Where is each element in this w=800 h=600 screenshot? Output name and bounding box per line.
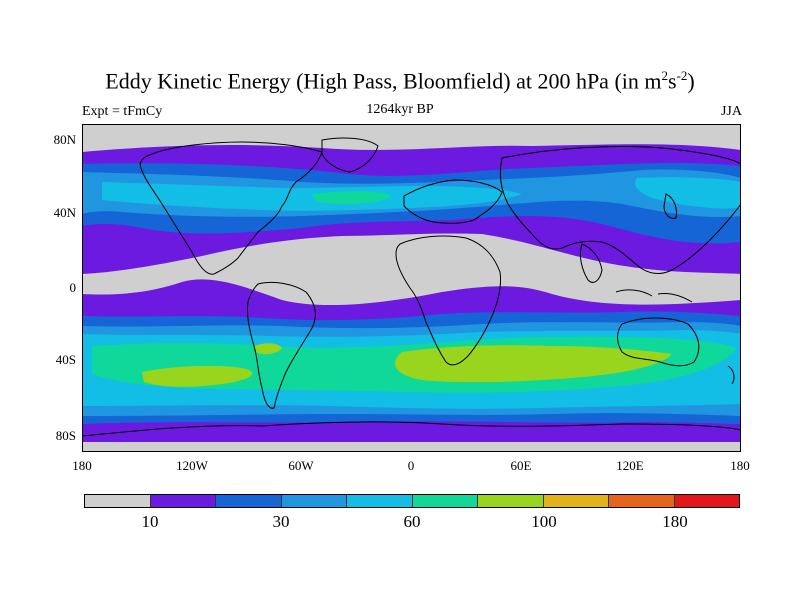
title-unit-s: s bbox=[668, 68, 677, 94]
y-tick-80s: 80S bbox=[55, 428, 76, 443]
south-america-outline bbox=[247, 281, 316, 409]
map-frame bbox=[82, 124, 741, 452]
indonesia-outline bbox=[615, 289, 693, 303]
contour-sh-lime-center bbox=[394, 345, 672, 383]
title-exponent-2: -2 bbox=[676, 68, 688, 83]
x-tick-180w: 180 bbox=[72, 458, 92, 473]
colorbar-label-100: 100 bbox=[531, 512, 557, 531]
y-tick-80n: 80N bbox=[53, 132, 76, 147]
plot-subtitle: 1264kyr BP bbox=[366, 102, 434, 117]
colorbar-swatch-6 bbox=[478, 495, 544, 507]
antarctica-outline bbox=[82, 421, 741, 437]
contour-nh-teal bbox=[312, 191, 392, 204]
coastlines bbox=[82, 137, 741, 437]
colorbar-swatch-3 bbox=[281, 495, 347, 507]
colorbar-label-10: 10 bbox=[141, 512, 159, 531]
contour-sh-lime-small bbox=[254, 343, 282, 355]
x-tick-180e: 180 bbox=[730, 458, 750, 473]
australia-outline bbox=[617, 317, 700, 367]
colorbar-swatch-0 bbox=[85, 495, 151, 507]
y-tick-40n: 40N bbox=[53, 205, 76, 220]
greenland-outline bbox=[321, 137, 379, 173]
x-tick-120w: 120W bbox=[176, 458, 208, 473]
india-outline bbox=[579, 243, 603, 283]
contour-nh-cyan-east bbox=[635, 177, 741, 209]
x-tick-60w: 60W bbox=[288, 458, 314, 473]
colorbar-swatch-9 bbox=[674, 495, 739, 507]
experiment-label: Expt = tFmCy bbox=[82, 104, 163, 119]
asia-outline bbox=[499, 145, 741, 274]
title-close: ) bbox=[687, 68, 695, 94]
title-exponent-1: 2 bbox=[661, 68, 669, 83]
antarctic-gray bbox=[82, 442, 741, 452]
colorbar-swatch-2 bbox=[216, 495, 282, 507]
colorbar-label-60: 60 bbox=[403, 512, 421, 531]
colorbar-swatch-8 bbox=[609, 495, 675, 507]
colorbar-swatch-4 bbox=[347, 495, 413, 507]
y-tick-0: 0 bbox=[69, 280, 77, 295]
africa-outline bbox=[395, 235, 501, 366]
x-tick-0: 0 bbox=[407, 458, 415, 473]
title-text: Eddy Kinetic Energy (High Pass, Bloomfie… bbox=[105, 68, 662, 94]
x-tick-60e: 60E bbox=[510, 458, 532, 473]
colorbar-swatch-1 bbox=[150, 495, 216, 507]
map-svg bbox=[82, 124, 741, 452]
plot-title: Eddy Kinetic Energy (High Pass, Bloomfie… bbox=[0, 68, 800, 94]
north-america-outline bbox=[139, 141, 323, 275]
europe-outline bbox=[403, 179, 503, 224]
x-tick-120e: 120E bbox=[616, 458, 644, 473]
new-zealand-outline bbox=[727, 365, 735, 385]
japan-outline bbox=[663, 193, 677, 219]
colorbar-swatch-5 bbox=[412, 495, 478, 507]
season-label: JJA bbox=[720, 104, 742, 119]
colorbar bbox=[84, 494, 740, 508]
colorbar-label-180: 180 bbox=[662, 512, 688, 531]
map-panel bbox=[82, 124, 741, 452]
contour-sh-lime-west bbox=[142, 365, 253, 387]
colorbar-label-30: 30 bbox=[272, 512, 290, 531]
colorbar-swatch-7 bbox=[543, 495, 609, 507]
contour-antarctic-violet bbox=[82, 421, 741, 443]
y-tick-40s: 40S bbox=[55, 352, 76, 367]
